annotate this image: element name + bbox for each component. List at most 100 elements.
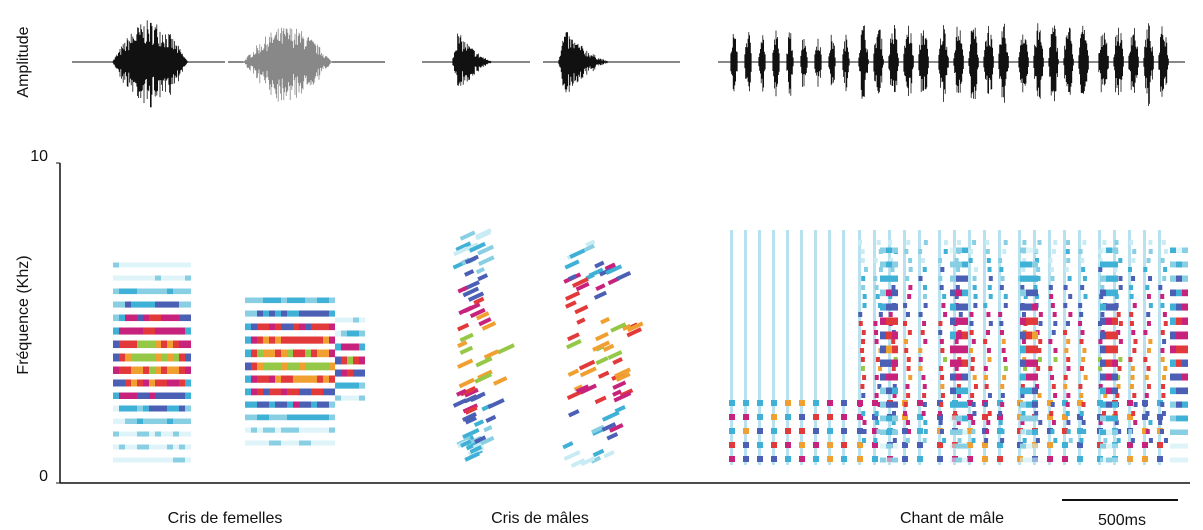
spectrogram-cell [950,289,956,297]
spectrogram-cell [880,289,886,297]
spectrogram-cell [956,420,961,425]
spectrogram-cell [1023,294,1028,299]
spectrogram-cell [962,429,968,435]
waveform [758,35,766,92]
spectrogram-cell [892,261,898,268]
spectrogram-cell [1148,249,1153,254]
spectrogram-cell [462,412,477,422]
spectrogram-cell [1170,429,1176,435]
spectrogram-cell [729,428,735,434]
spectrogram-cell [902,456,908,462]
spectrogram-cell [305,349,311,358]
spectrogram-cell [615,270,632,281]
spectrogram-cell [347,369,353,377]
spectrogram-cell [263,362,269,371]
spectrogram-cell [903,303,908,308]
spectrogram-cell [998,230,1001,465]
spectrogram-cell [1158,230,1161,465]
spectrogram-cell [601,410,620,422]
spectrogram-cell [860,357,865,362]
spectrogram-cell [970,366,975,371]
spectrogram-cell [1148,438,1153,443]
spectrogram-cell [257,349,263,358]
spectrogram-cell [143,392,149,399]
spectrogram-cell [956,317,962,325]
spectrogram-cell [1020,317,1026,325]
spectrogram-cell [1034,294,1039,299]
spectrogram-cell [1103,393,1108,398]
spectrogram-cell [452,398,468,408]
spectrogram-cell [1032,429,1038,435]
spectrogram-cell [565,300,577,309]
spectrogram-cell [125,405,131,412]
spectrogram-cell [875,357,880,362]
spectrogram-cell [474,435,487,444]
spectrogram-cell [1050,276,1055,281]
spectrogram-cell [113,353,119,362]
spectrogram-cell [1115,393,1120,398]
spectrogram-cell [167,444,173,450]
spectrogram-cell [305,336,311,344]
spectrogram-cell [1002,249,1007,254]
spectrogram-cell [1129,321,1134,326]
spectrogram-cell [1035,438,1040,443]
spectrogram-cell [1079,393,1084,398]
spectrogram-cell [305,362,311,371]
waveform [828,34,836,86]
spectrogram-cell [281,440,287,446]
spectrogram-cell [841,428,847,434]
spectrogram-cell [1032,345,1038,354]
spectrogram-cell [757,456,763,462]
spectrogram-cell [1182,317,1188,325]
spectrogram-cell [281,323,287,331]
spectrogram-cell [886,401,892,408]
spectrogram-cell [1047,414,1053,420]
spectrogram-cell [902,428,908,434]
spectrogram-cell [972,276,977,281]
spectrogram-cell [263,388,269,396]
spectrogram-cell [1032,303,1038,311]
waveform [558,32,612,93]
spectrogram-cell [892,289,898,297]
spectrogram-cell [1106,317,1112,325]
spectrogram-cell [131,262,137,268]
spectrogram-cell [968,258,973,263]
spectrogram-cell [1081,267,1086,272]
spectrogram-cell [1036,366,1041,371]
spectrogram-cell [872,428,878,434]
spectrogram-cell [464,269,475,277]
spectrogram-cell [173,327,179,335]
spectrogram-cell [281,388,287,396]
spectrogram-cell [251,414,257,421]
spectrogram-cell [605,264,623,276]
spectrogram-cell [841,456,847,462]
spectrogram-cell [1032,443,1038,449]
spectrogram-cell [878,267,883,272]
spectrogram-cell [892,457,898,463]
spectrogram-cell [281,401,287,408]
spectrogram-cell [997,414,1003,420]
spectrogram-cell [988,276,993,281]
spectrogram-cell [593,290,607,300]
spectrogram-cell [861,330,866,335]
spectrogram-cell [601,422,617,432]
spectrogram-cell [1100,261,1106,268]
spectrogram-cell [1176,401,1182,408]
spectrogram-cell [1033,285,1038,290]
spectrogram-cell [585,239,596,248]
spectrogram-cell [940,348,945,353]
spectrogram-cell [920,258,925,263]
spectrogram-cell [1050,375,1055,380]
spectrogram-cell [185,457,191,463]
spectrogram-cell [937,442,943,448]
spectrogram-cell [1116,330,1121,335]
spectrogram-cell [269,427,275,433]
spectrogram-cell [1116,312,1121,317]
spectrogram-cell [860,384,865,389]
spectrogram-cell [155,444,161,450]
spectrogram-cell [125,262,131,268]
spectrogram-cell [125,327,131,335]
spectrogram-cell [786,230,789,465]
spectrogram-cell [305,375,311,383]
spectrogram-cell [880,373,886,381]
